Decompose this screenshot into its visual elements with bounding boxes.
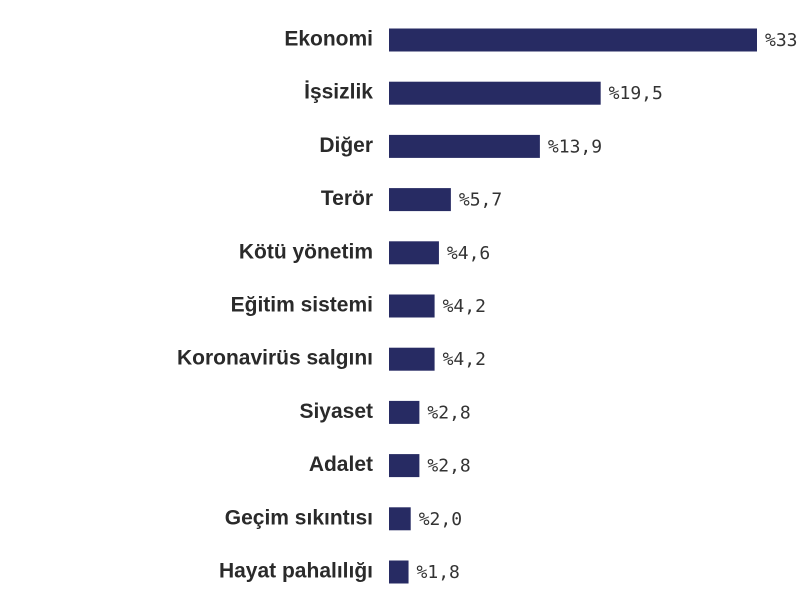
category-label: Kötü yönetim	[239, 240, 373, 263]
category-label: Ekonomi	[284, 28, 373, 51]
bar	[389, 347, 435, 371]
category-label: Siyaset	[299, 400, 373, 423]
value-label: %4,2	[443, 296, 486, 317]
bar	[389, 81, 601, 105]
bar	[389, 28, 757, 52]
category-label: Terör	[321, 187, 373, 210]
value-label: %5,7	[459, 190, 502, 211]
bar	[389, 134, 540, 158]
bar	[389, 188, 451, 212]
value-label: %33,9	[765, 30, 800, 51]
value-label: %2,8	[427, 402, 470, 423]
value-label: %1,8	[417, 562, 460, 583]
category-label: Diğer	[319, 134, 373, 157]
category-label: İşsizlik	[304, 81, 373, 104]
category-label: Adalet	[309, 453, 373, 476]
category-label: Koronavirüs salgını	[177, 347, 373, 370]
value-label: %13,9	[548, 136, 602, 157]
bar	[389, 507, 411, 531]
value-label: %4,6	[447, 243, 490, 264]
category-label: Eğitim sistemi	[231, 294, 373, 317]
value-label: %2,8	[427, 456, 470, 477]
bar	[389, 400, 420, 424]
value-label: %2,0	[419, 509, 462, 530]
bar	[389, 454, 420, 478]
category-label: Geçim sıkıntısı	[225, 506, 373, 529]
value-label: %19,5	[609, 83, 663, 104]
category-label: Hayat pahalılığı	[219, 560, 373, 583]
bar	[389, 560, 409, 584]
bar	[389, 241, 439, 265]
bar	[389, 294, 435, 318]
value-label: %4,2	[443, 349, 486, 370]
